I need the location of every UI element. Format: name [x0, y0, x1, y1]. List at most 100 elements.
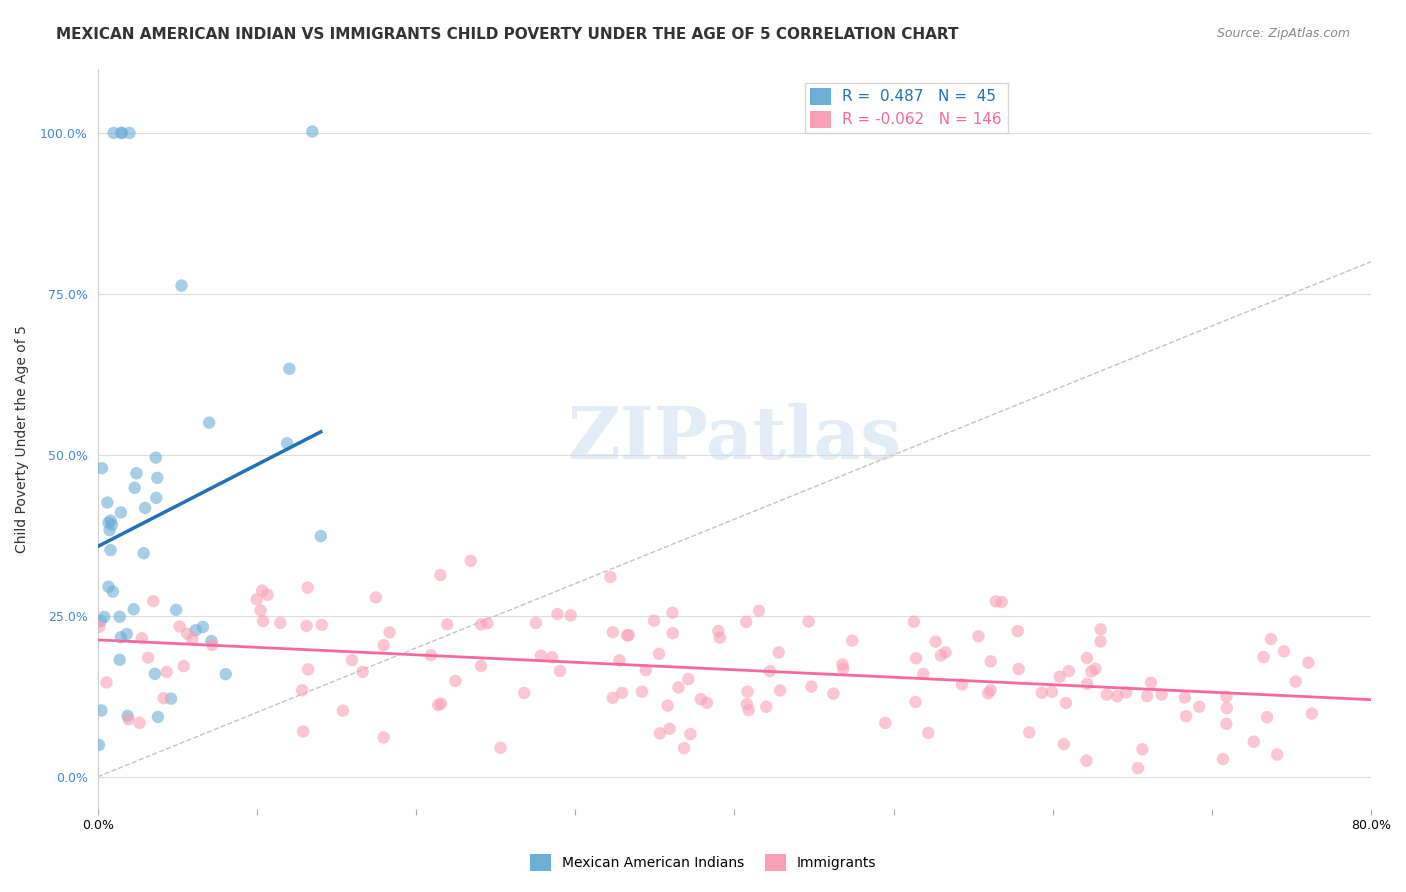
Point: [661, 606, 683, 620]
Point: [661, 626, 683, 640]
Point: [748, 604, 770, 618]
Point: [990, 595, 1012, 609]
Point: [103, 126, 125, 140]
Point: [152, 691, 174, 706]
Point: [301, 125, 323, 139]
Legend: R =  0.487   N =  45, R = -0.062   N = 146: R = 0.487 N = 45, R = -0.062 N = 146: [804, 83, 1008, 134]
Point: [1076, 651, 1098, 665]
Point: [769, 683, 792, 698]
Point: [90, 703, 112, 717]
Point: [1301, 706, 1323, 721]
Legend: Mexican American Indians, Immigrants: Mexican American Indians, Immigrants: [524, 848, 882, 876]
Point: [276, 436, 298, 450]
Point: [378, 625, 401, 640]
Point: [297, 662, 319, 676]
Point: [184, 624, 207, 638]
Point: [173, 659, 195, 673]
Point: [352, 665, 374, 679]
Point: [912, 666, 935, 681]
Point: [657, 698, 679, 713]
Point: [170, 278, 193, 293]
Text: MEXICAN AMERICAN INDIAN VS IMMIGRANTS CHILD POVERTY UNDER THE AGE OF 5 CORRELATI: MEXICAN AMERICAN INDIAN VS IMMIGRANTS CH…: [56, 27, 959, 42]
Point: [977, 686, 1000, 700]
Point: [311, 618, 333, 632]
Point: [201, 638, 224, 652]
Point: [364, 591, 387, 605]
Text: Source: ZipAtlas.com: Source: ZipAtlas.com: [1216, 27, 1350, 40]
Point: [269, 615, 291, 630]
Point: [737, 684, 759, 698]
Point: [198, 416, 221, 430]
Point: [191, 620, 214, 634]
Point: [1080, 665, 1102, 679]
Point: [176, 626, 198, 640]
Point: [1008, 662, 1031, 676]
Point: [470, 617, 492, 632]
Point: [160, 691, 183, 706]
Point: [648, 726, 671, 740]
Point: [169, 619, 191, 633]
Point: [1107, 689, 1129, 703]
Point: [823, 687, 845, 701]
Point: [1188, 699, 1211, 714]
Point: [110, 630, 132, 644]
Point: [737, 703, 759, 717]
Point: [541, 650, 564, 665]
Point: [602, 625, 624, 640]
Point: [934, 645, 956, 659]
Point: [489, 740, 512, 755]
Point: [90, 614, 112, 628]
Point: [831, 657, 853, 672]
Point: [668, 681, 690, 695]
Point: [89, 619, 111, 633]
Point: [1272, 644, 1295, 658]
Point: [145, 450, 167, 465]
Point: [602, 690, 624, 705]
Point: [548, 664, 571, 678]
Point: [610, 686, 633, 700]
Point: [924, 634, 946, 648]
Point: [547, 607, 569, 621]
Point: [215, 667, 238, 681]
Point: [146, 471, 169, 485]
Point: [1175, 709, 1198, 723]
Point: [250, 583, 273, 598]
Point: [97, 580, 120, 594]
Point: [108, 653, 131, 667]
Point: [128, 715, 150, 730]
Point: [1212, 752, 1234, 766]
Point: [430, 697, 453, 711]
Point: [110, 505, 132, 519]
Point: [427, 698, 450, 712]
Point: [1253, 650, 1275, 665]
Point: [134, 500, 156, 515]
Point: [100, 543, 122, 558]
Point: [967, 629, 990, 643]
Point: [122, 602, 145, 616]
Point: [136, 650, 159, 665]
Point: [980, 683, 1002, 698]
Point: [735, 615, 758, 629]
Point: [436, 617, 458, 632]
Point: [1126, 761, 1149, 775]
Point: [246, 592, 269, 607]
Point: [200, 634, 222, 648]
Point: [444, 673, 467, 688]
Point: [524, 615, 547, 630]
Point: [297, 581, 319, 595]
Point: [1256, 710, 1278, 724]
Point: [1215, 716, 1237, 731]
Point: [1260, 632, 1282, 646]
Point: [904, 695, 927, 709]
Point: [1057, 664, 1080, 678]
Point: [1215, 690, 1237, 704]
Point: [759, 664, 782, 678]
Point: [278, 361, 301, 376]
Point: [1136, 689, 1159, 703]
Point: [98, 523, 121, 537]
Point: [800, 680, 823, 694]
Point: [420, 648, 443, 663]
Point: [609, 653, 631, 667]
Point: [768, 645, 790, 659]
Point: [87, 738, 110, 752]
